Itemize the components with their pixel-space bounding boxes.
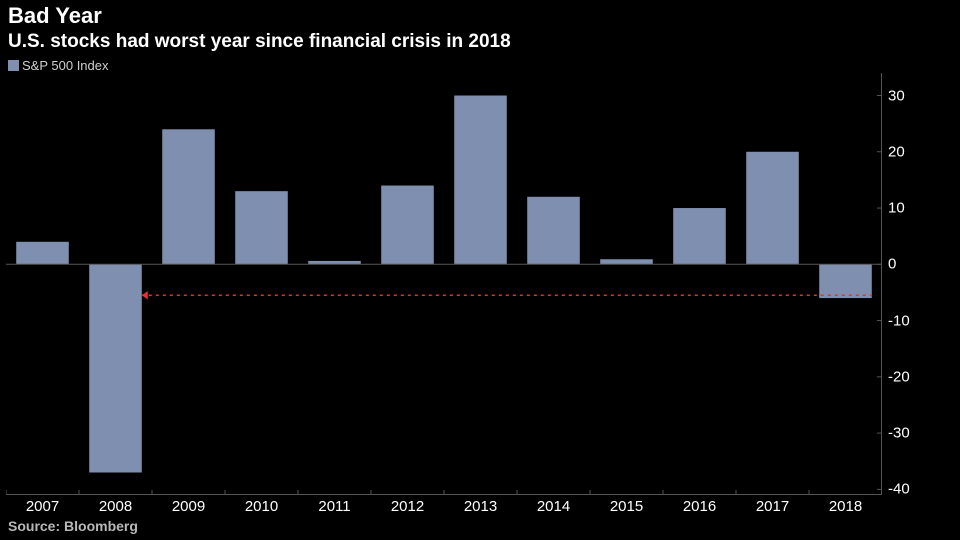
x-tick-label: 2011 [318,498,350,515]
x-tick-label: 2012 [391,498,424,515]
y-tick-label: 0 [888,256,896,273]
chart-subtitle: U.S. stocks had worst year since financi… [8,31,511,53]
y-tick-label: -30 [888,425,910,442]
bar [673,208,726,264]
bar [16,242,69,265]
y-tick-label: 10 [888,200,905,217]
bar [162,129,215,264]
bar [746,152,799,265]
x-tick-label: 2008 [99,498,132,515]
bar-chart-svg [6,73,882,495]
y-tick-label: -40 [888,481,910,498]
y-tick-label: -10 [888,312,910,329]
x-tick-label: 2018 [829,498,862,515]
bar [381,186,434,265]
chart-container: Bad Year U.S. stocks had worst year sinc… [0,0,960,540]
y-tick-label: 20 [888,143,905,160]
legend-label: S&P 500 Index [22,58,109,73]
x-tick-label: 2017 [756,498,789,515]
bar [308,261,361,264]
chart-title: Bad Year [8,3,102,29]
chart-area: -40-30-20-100102030 20072008200920102011… [6,73,954,495]
legend-swatch [8,60,19,71]
bar [527,197,580,265]
connector-arrow [142,291,148,299]
bar [89,264,142,472]
bar [454,96,507,265]
x-tick-label: 2010 [245,498,278,515]
source-text: Source: Bloomberg [8,518,138,534]
x-tick-label: 2007 [26,498,59,515]
bar [819,264,872,298]
legend: S&P 500 Index [8,58,109,73]
bar [235,191,288,264]
y-tick-label: 30 [888,87,905,104]
bar [600,259,653,264]
x-tick-label: 2014 [537,498,570,515]
x-tick-label: 2009 [172,498,205,515]
x-tick-label: 2016 [683,498,716,515]
y-tick-label: -20 [888,368,910,385]
x-tick-label: 2015 [610,498,643,515]
x-tick-label: 2013 [464,498,497,515]
